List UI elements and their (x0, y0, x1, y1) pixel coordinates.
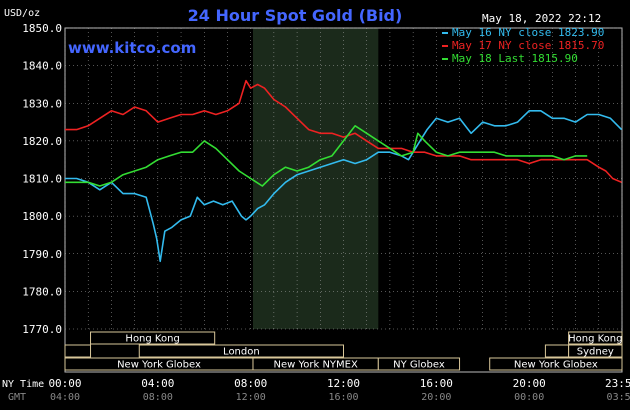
x-tick-label-ny: 23:59 (605, 377, 630, 390)
session-label: NY Globex (393, 360, 445, 371)
session-box (489, 357, 623, 371)
y-tick-label: 1840.0 (22, 60, 62, 73)
session-label: Hong Kong (125, 334, 179, 345)
session-label: Sydney (577, 347, 614, 358)
x-tick-label-ny: 04:00 (141, 377, 174, 390)
legend-entry: May 18 Last 1815.90 (452, 52, 578, 65)
legend-swatch (442, 45, 448, 47)
legend-swatch (442, 58, 448, 60)
y-tick-label: 1790.0 (22, 248, 62, 261)
watermark: www.kitco.com (68, 39, 196, 57)
x-tick-label-gmt: 20:00 (421, 392, 451, 403)
x-tick-labels: 00:00 04:00 04:00 08:00 08:00 12:00 12:00 16:00… (48, 377, 630, 403)
legend-entry: May 17 NY close 1815.70 (452, 39, 604, 52)
x-tick-label-ny: 16:00 (420, 377, 453, 390)
session-box (544, 344, 570, 358)
x-tick-label-gmt: 04:00 (50, 392, 80, 403)
x-tick-label-ny: 08:00 (234, 377, 267, 390)
y-tick-label: 1830.0 (22, 97, 62, 110)
x-tick-label-ny: 00:00 (48, 377, 81, 390)
y-tick-label: 1800.0 (22, 210, 62, 223)
session-label: Hong Kong (568, 334, 622, 345)
nymex-session-shade (252, 28, 379, 329)
x-tick-label-ny: 20:00 (513, 377, 546, 390)
legend-swatch (442, 32, 448, 34)
x-tick-label-gmt: 08:00 (143, 392, 173, 403)
session-box (568, 344, 623, 358)
market-sessions: Hong Kong Hong Kong London Sydney New York G… (64, 331, 623, 371)
x-tick-label-gmt: 00:00 (514, 392, 544, 403)
x-axis-label-gmt: GMT (8, 392, 26, 403)
session-label: New York Globex (514, 360, 598, 371)
session-label: New York NYMEX (273, 360, 358, 371)
session-label: London (223, 347, 260, 358)
session-box (64, 344, 92, 358)
session-box (377, 357, 461, 371)
y-tick-label: 1850.0 (22, 22, 62, 35)
x-tick-label-ny: 12:00 (327, 377, 360, 390)
y-tick-label: 1820.0 (22, 135, 62, 148)
session-box (90, 331, 216, 345)
series-line-2 (65, 79, 622, 184)
x-tick-label-gmt: 12:00 (236, 392, 266, 403)
x-axis-label-ny: NY Time (2, 379, 44, 390)
y-tick-label: 1780.0 (22, 285, 62, 298)
y-tick-label: 1810.0 (22, 173, 62, 186)
session-box (568, 331, 623, 345)
series-line-3 (65, 125, 588, 187)
chart-title: 24 Hour Spot Gold (Bid) (188, 6, 403, 25)
grid-lines (64, 27, 623, 373)
x-tick-label-gmt: 03:59 (607, 392, 630, 403)
y-axis-label: USD/oz (4, 8, 40, 19)
series-line-1 (65, 110, 623, 263)
session-box (138, 344, 344, 358)
y-tick-labels: 1770.0 1780.0 1790.0 1800.0 1810.0 1820.0 1830… (22, 22, 62, 336)
timestamp: May 18, 2022 22:12 (482, 12, 601, 25)
series-lines (65, 79, 623, 263)
session-label: New York Globex (117, 360, 201, 371)
y-tick-label: 1770.0 (22, 323, 62, 336)
x-tick-label-gmt: 16:00 (328, 392, 358, 403)
legend-entry: May 16 NY close 1823.90 (452, 26, 604, 39)
